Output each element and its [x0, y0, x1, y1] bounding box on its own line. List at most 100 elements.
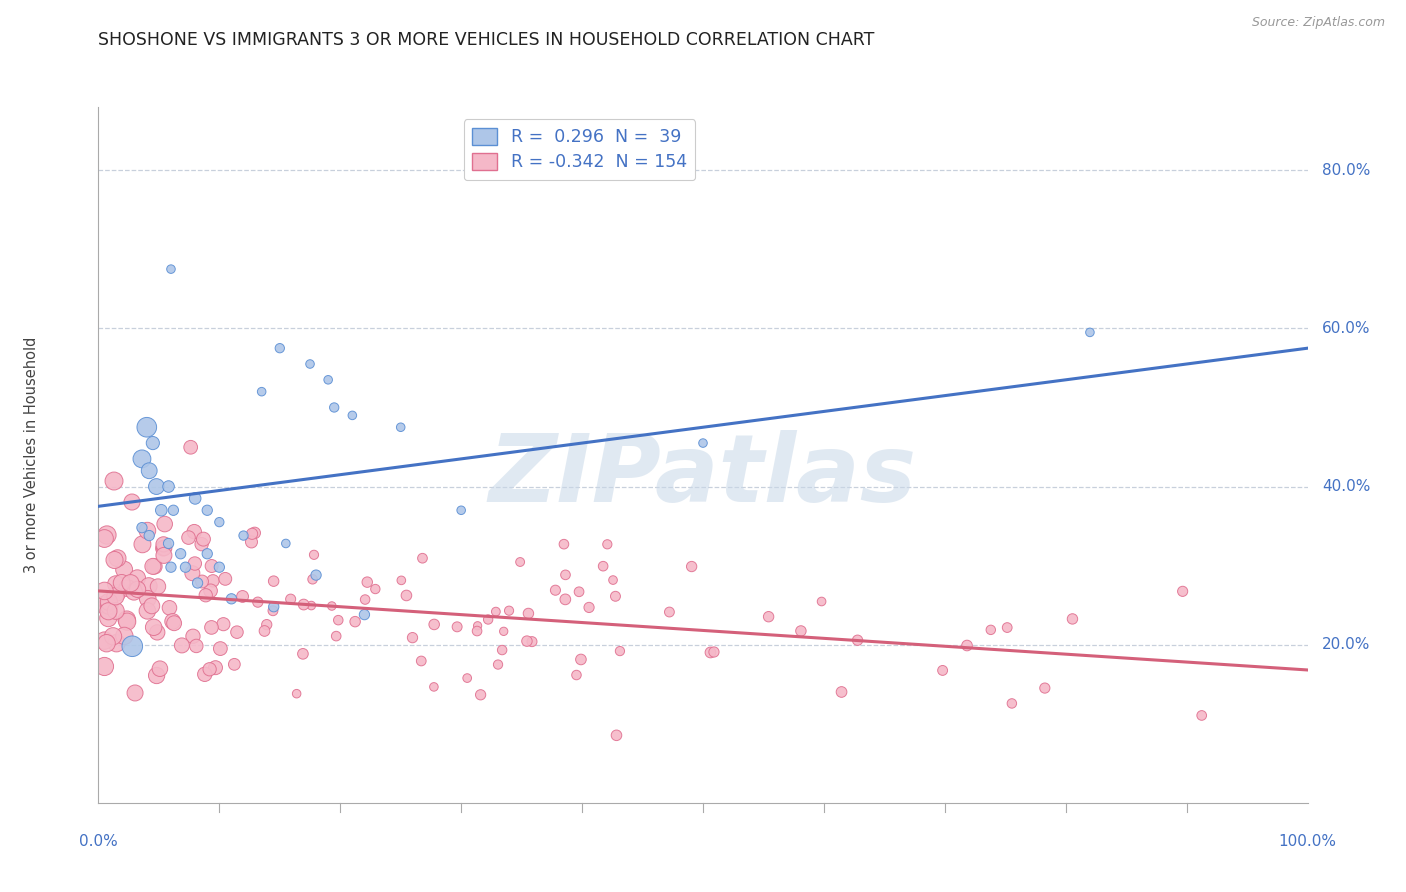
- Point: [131, 521, 153, 535]
- Point: [146, 625, 169, 640]
- Point: [177, 531, 200, 545]
- Point: [1001, 697, 1024, 711]
- Text: SHOSHONE VS IMMIGRANTS 3 OR MORE VEHICLES IN HOUSEHOLD CORRELATION CHART: SHOSHONE VS IMMIGRANTS 3 OR MORE VEHICLE…: [98, 31, 875, 49]
- Point: [174, 560, 197, 574]
- Point: [995, 621, 1018, 635]
- Point: [187, 576, 209, 591]
- Point: [221, 591, 243, 606]
- Point: [353, 607, 375, 622]
- Point: [160, 262, 183, 277]
- Point: [232, 590, 254, 604]
- Point: [183, 524, 205, 539]
- Point: [450, 503, 472, 517]
- Point: [299, 599, 322, 613]
- Point: [250, 384, 273, 399]
- Point: [301, 572, 323, 586]
- Point: [1078, 326, 1101, 340]
- Text: 3 or more Vehicles in Household: 3 or more Vehicles in Household: [24, 337, 39, 573]
- Point: [544, 583, 567, 598]
- Point: [107, 551, 129, 566]
- Point: [127, 571, 149, 585]
- Point: [465, 624, 488, 638]
- Point: [104, 604, 127, 618]
- Point: [138, 579, 160, 593]
- Point: [212, 617, 235, 632]
- Point: [136, 524, 159, 538]
- Point: [256, 617, 278, 632]
- Point: [232, 528, 254, 542]
- Point: [153, 541, 176, 555]
- Point: [195, 547, 218, 561]
- Point: [162, 615, 184, 629]
- Point: [93, 659, 115, 673]
- Point: [98, 599, 121, 613]
- Point: [201, 559, 224, 574]
- Point: [423, 617, 446, 632]
- Point: [181, 629, 204, 643]
- Point: [602, 573, 624, 587]
- Point: [485, 605, 508, 619]
- Point: [131, 537, 153, 551]
- Point: [191, 574, 214, 589]
- Point: [316, 373, 339, 387]
- Point: [299, 357, 322, 371]
- Point: [101, 629, 124, 643]
- Point: [699, 645, 721, 659]
- Point: [142, 436, 165, 450]
- Point: [1033, 681, 1056, 695]
- Point: [658, 605, 681, 619]
- Point: [103, 553, 125, 567]
- Text: 100.0%: 100.0%: [1278, 834, 1337, 849]
- Point: [263, 574, 285, 589]
- Point: [389, 574, 412, 588]
- Point: [104, 589, 127, 603]
- Point: [446, 620, 468, 634]
- Point: [810, 594, 832, 608]
- Point: [159, 600, 181, 615]
- Point: [389, 420, 412, 434]
- Point: [568, 584, 591, 599]
- Point: [111, 575, 134, 590]
- Point: [200, 583, 222, 598]
- Point: [411, 551, 433, 566]
- Point: [145, 479, 167, 493]
- Point: [93, 598, 115, 612]
- Point: [190, 537, 212, 551]
- Point: [411, 654, 433, 668]
- Point: [193, 532, 215, 546]
- Point: [162, 503, 184, 517]
- Point: [201, 574, 224, 588]
- Point: [146, 580, 169, 594]
- Point: [141, 599, 163, 613]
- Point: [931, 664, 953, 678]
- Point: [262, 604, 284, 618]
- Point: [477, 612, 499, 626]
- Point: [292, 598, 315, 612]
- Point: [980, 623, 1002, 637]
- Point: [115, 613, 138, 627]
- Point: [253, 624, 276, 638]
- Point: [107, 585, 129, 599]
- Point: [209, 641, 232, 656]
- Point: [150, 503, 173, 517]
- Legend: R =  0.296  N =  39, R = -0.342  N = 154: R = 0.296 N = 39, R = -0.342 N = 154: [464, 120, 696, 180]
- Point: [325, 629, 347, 643]
- Point: [758, 609, 780, 624]
- Point: [831, 685, 853, 699]
- Point: [97, 595, 120, 609]
- Point: [208, 560, 231, 574]
- Point: [131, 451, 153, 466]
- Point: [112, 629, 135, 643]
- Point: [194, 667, 217, 681]
- Point: [224, 657, 246, 672]
- Text: ZIPatlas: ZIPatlas: [489, 430, 917, 522]
- Point: [605, 589, 627, 603]
- Point: [184, 557, 207, 571]
- Point: [153, 549, 176, 563]
- Point: [323, 401, 346, 415]
- Point: [138, 528, 160, 542]
- Point: [692, 436, 714, 450]
- Point: [169, 547, 191, 561]
- Point: [328, 613, 350, 627]
- Point: [510, 163, 533, 178]
